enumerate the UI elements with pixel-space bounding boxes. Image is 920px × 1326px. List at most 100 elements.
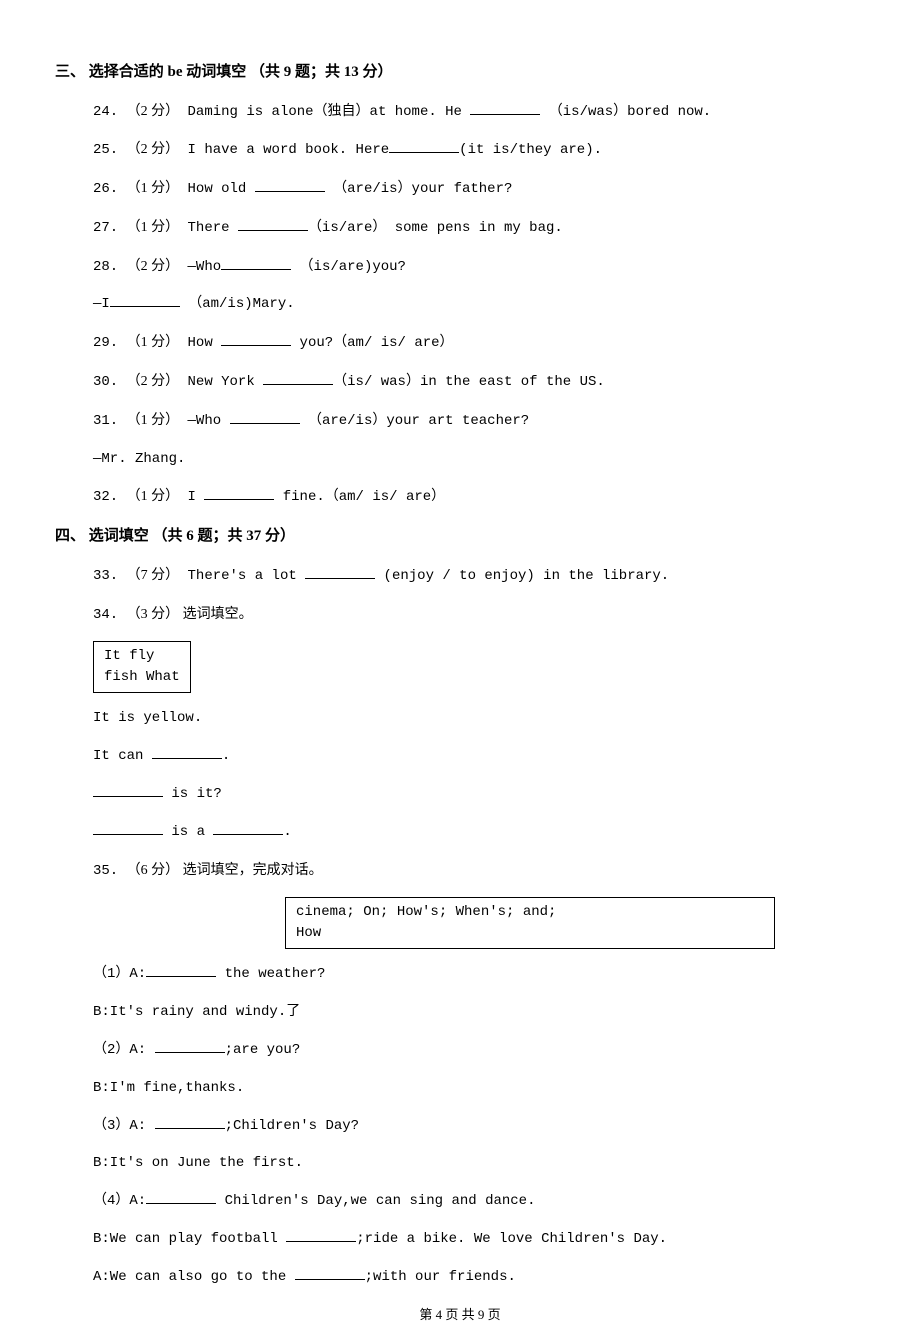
q35-2-q: （2）A: ;are you?	[93, 1039, 865, 1063]
blank[interactable]	[155, 1039, 225, 1053]
q-text: (it is/they are).	[459, 142, 602, 158]
line-text: is a	[163, 824, 213, 840]
a-text: B:We can play football	[93, 1231, 286, 1247]
q-points: （2 分）	[127, 104, 180, 119]
question-35: 35. （6 分） 选词填空，完成对话。	[93, 859, 865, 884]
q-text: —Mr. Zhang.	[93, 451, 185, 467]
a-text: B:It's rainy and windy.了	[93, 1004, 300, 1020]
question-31: 31. （1 分） —Who （are/is）your art teacher?	[93, 409, 865, 434]
line-text: .	[222, 748, 230, 764]
question-25: 25. （2 分） I have a word book. Here(it is…	[93, 138, 865, 163]
q-text: fine.（am/ is/ are）	[274, 489, 445, 505]
blank[interactable]	[221, 332, 291, 346]
a-text: B:It's on June the first.	[93, 1155, 303, 1171]
q-num: 26.	[93, 181, 118, 197]
q-text: （are/is）your father?	[325, 181, 513, 197]
q-points: （7 分）	[127, 568, 180, 583]
page-footer: 第 4 页 共 9 页	[55, 1304, 865, 1326]
line-text: is it?	[163, 786, 222, 802]
q35-4-a: B:We can play football ;ride a bike. We …	[93, 1228, 865, 1252]
sub-num: （4）	[93, 1193, 129, 1209]
q-points: （2 分）	[127, 142, 180, 157]
q-text: ;Children's Day?	[225, 1118, 359, 1134]
q-points: （1 分）	[127, 181, 180, 196]
blank[interactable]	[221, 256, 291, 270]
line-text: It can	[93, 748, 152, 764]
blank[interactable]	[255, 178, 325, 192]
sub-num: （2）	[93, 1042, 129, 1058]
sub-num: （1）	[93, 966, 129, 982]
q-text: （is/ was）in the east of the US.	[333, 374, 605, 390]
blank[interactable]	[286, 1228, 356, 1242]
q-points: （1 分）	[127, 335, 180, 350]
q-text: Daming is alone（独自）at home. He	[179, 104, 470, 120]
q-num: 27.	[93, 220, 118, 236]
blank[interactable]	[110, 293, 180, 307]
q-text: A:	[129, 1042, 154, 1058]
q-num: 33.	[93, 568, 118, 584]
blank[interactable]	[93, 783, 163, 797]
q-points: （1 分）	[127, 489, 180, 504]
box-row: It fly	[104, 646, 180, 667]
a-text: B:I'm fine,thanks.	[93, 1080, 244, 1096]
q-text: New York	[179, 374, 263, 390]
q-text: A:	[129, 1193, 146, 1209]
word-box-34: It fly fish What	[93, 641, 191, 693]
blank[interactable]	[389, 139, 459, 153]
question-33: 33. （7 分） There's a lot (enjoy / to enjo…	[93, 564, 865, 589]
q-points: （2 分）	[127, 374, 180, 389]
question-31-cont: —Mr. Zhang.	[93, 448, 865, 472]
q34-line-2: It can .	[93, 745, 865, 769]
q-points: （1 分）	[127, 220, 180, 235]
q-num: 24.	[93, 104, 118, 120]
q-text: How old	[179, 181, 255, 197]
blank[interactable]	[213, 821, 283, 835]
blank[interactable]	[238, 217, 308, 231]
question-28: 28. （2 分） —Who （is/are)you?	[93, 255, 865, 280]
blank[interactable]	[470, 101, 540, 115]
line-text: .	[283, 824, 291, 840]
q-text: —Who	[179, 259, 221, 275]
question-32: 32. （1 分） I fine.（am/ is/ are）	[93, 485, 865, 510]
q-text: There's a lot	[179, 568, 305, 584]
question-26: 26. （1 分） How old （are/is）your father?	[93, 177, 865, 202]
blank[interactable]	[295, 1266, 365, 1280]
q-text: A:	[129, 966, 146, 982]
question-30: 30. （2 分） New York （is/ was）in the east …	[93, 370, 865, 395]
blank[interactable]	[305, 565, 375, 579]
box-row: How	[296, 923, 764, 944]
q-points: （6 分）	[127, 863, 180, 878]
section-4-header: 四、 选词填空 （共 6 题；共 37 分）	[55, 524, 865, 550]
q35-4-a2: A:We can also go to the ;with our friend…	[93, 1266, 865, 1290]
q35-1-q: （1）A: the weather?	[93, 963, 865, 987]
q-points: （2 分）	[127, 259, 180, 274]
q34-line-1: It is yellow.	[93, 707, 865, 731]
q35-2-a: B:I'm fine,thanks.	[93, 1077, 865, 1101]
blank[interactable]	[263, 371, 333, 385]
question-24: 24. （2 分） Daming is alone（独自）at home. He…	[93, 100, 865, 125]
q-text: （is/was）bored now.	[540, 104, 711, 120]
box-row: fish What	[104, 667, 180, 688]
question-34: 34. （3 分） 选词填空。	[93, 603, 865, 628]
q-title: 选词填空。	[179, 607, 253, 622]
q-points: （3 分）	[127, 607, 180, 622]
q-text: ;are you?	[225, 1042, 301, 1058]
blank[interactable]	[155, 1115, 225, 1129]
a-text: ;with our friends.	[365, 1269, 516, 1285]
section-3-header: 三、 选择合适的 be 动词填空 （共 9 题；共 13 分）	[55, 60, 865, 86]
q-text: you?（am/ is/ are）	[291, 335, 453, 351]
q35-3-q: （3）A: ;Children's Day?	[93, 1115, 865, 1139]
blank[interactable]	[93, 821, 163, 835]
q-title: 选词填空，完成对话。	[179, 863, 323, 878]
q-text: —I	[93, 296, 110, 312]
question-27: 27. （1 分） There （is/are） some pens in my…	[93, 216, 865, 241]
blank[interactable]	[146, 963, 216, 977]
q-text: Children's Day,we can sing and dance.	[216, 1193, 535, 1209]
blank[interactable]	[204, 486, 274, 500]
blank[interactable]	[152, 745, 222, 759]
line-text: It is yellow.	[93, 710, 202, 726]
blank[interactable]	[146, 1190, 216, 1204]
q-num: 35.	[93, 863, 118, 879]
blank[interactable]	[230, 410, 300, 424]
a-text: A:We can also go to the	[93, 1269, 295, 1285]
